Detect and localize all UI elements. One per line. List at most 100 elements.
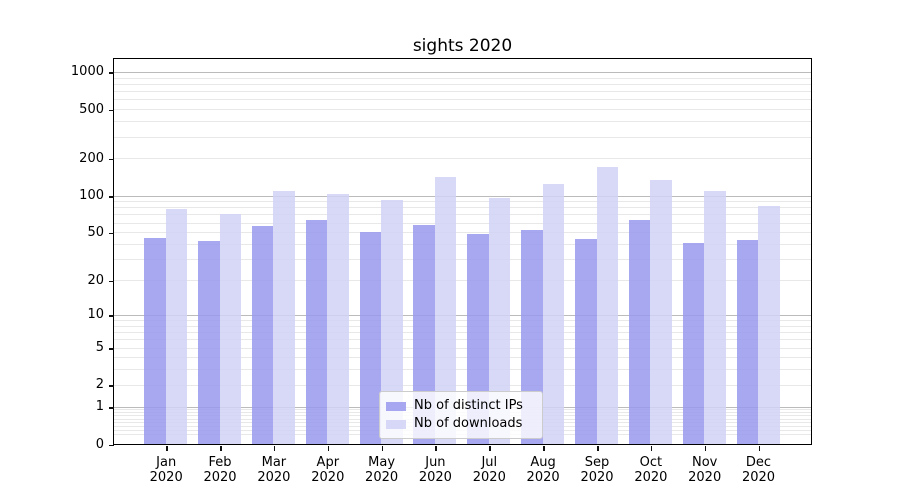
bar-nb-of-distinct-ips-may bbox=[359, 232, 382, 444]
x-tick-mark bbox=[166, 445, 168, 451]
x-tick-mark bbox=[650, 445, 653, 451]
gridline-minor bbox=[114, 384, 811, 386]
gridline-minor bbox=[114, 83, 811, 85]
bar-nb-of-downloads-aug bbox=[542, 184, 565, 444]
plot-area bbox=[113, 58, 812, 445]
x-tick-label-jan: Jan 2020 bbox=[149, 454, 183, 485]
y-tick-label: 0 bbox=[95, 436, 104, 452]
y-tick-label: 20 bbox=[87, 272, 104, 288]
gridline-minor bbox=[114, 91, 811, 93]
bar-nb-of-downloads-feb bbox=[219, 214, 242, 444]
gridline-minor bbox=[114, 136, 811, 138]
bar-nb-of-downloads-may bbox=[381, 199, 403, 444]
x-tick-label-oct: Oct 2020 bbox=[634, 454, 668, 485]
bar-nb-of-distinct-ips-apr bbox=[305, 220, 328, 444]
x-tick-label-apr: Apr 2020 bbox=[311, 454, 345, 485]
y-tick-mark bbox=[108, 348, 114, 350]
bar-nb-of-downloads-jan bbox=[165, 209, 188, 444]
bar-nb-of-distinct-ips-feb bbox=[198, 241, 220, 444]
x-tick-label-dec: Dec 2020 bbox=[741, 454, 776, 485]
bar-nb-of-downloads-nov bbox=[704, 190, 726, 444]
gridline-major bbox=[114, 195, 811, 197]
y-tick-label: 2 bbox=[95, 377, 104, 393]
y-tick-mark bbox=[108, 72, 114, 74]
x-tick-mark bbox=[704, 445, 707, 451]
y-tick-label: 1 bbox=[95, 399, 104, 415]
gridline-minor bbox=[114, 77, 811, 79]
gridline-major bbox=[114, 314, 811, 316]
legend-swatch-downloads bbox=[386, 419, 406, 429]
bar-nb-of-distinct-ips-oct bbox=[628, 220, 651, 444]
x-tick-mark bbox=[273, 445, 276, 451]
gridline-minor bbox=[114, 207, 811, 209]
bar-nb-of-downloads-sep bbox=[596, 166, 618, 444]
gridline-minor bbox=[114, 320, 811, 321]
y-tick-mark bbox=[108, 407, 114, 409]
legend-label-downloads: Nb of downloads bbox=[414, 416, 523, 431]
y-tick-mark bbox=[108, 232, 114, 235]
gridline-minor bbox=[114, 325, 811, 327]
legend-item-distinct-ips: Nb of distinct IPs bbox=[386, 397, 535, 415]
bar-nb-of-distinct-ips-jun bbox=[413, 225, 435, 444]
gridline-minor bbox=[114, 332, 811, 333]
y-tick-mark bbox=[108, 385, 114, 387]
y-tick-mark bbox=[108, 158, 114, 161]
x-tick-label-sep: Sep 2020 bbox=[580, 454, 614, 485]
gridline-minor bbox=[114, 339, 811, 341]
x-tick-mark bbox=[327, 445, 330, 451]
bar-nb-of-downloads-apr bbox=[327, 193, 349, 444]
bar-nb-of-distinct-ips-nov bbox=[682, 242, 705, 444]
gridline-minor bbox=[114, 232, 811, 234]
gridline-minor bbox=[114, 214, 811, 216]
gridline-minor bbox=[114, 109, 811, 111]
bar-nb-of-distinct-ips-dec bbox=[736, 240, 759, 444]
x-tick-mark bbox=[489, 445, 491, 451]
gridline-minor bbox=[114, 259, 811, 261]
y-tick-label: 200 bbox=[79, 150, 104, 166]
x-tick-mark bbox=[758, 445, 760, 451]
gridline-minor bbox=[114, 158, 811, 160]
gridline-minor bbox=[114, 121, 811, 123]
bar-nb-of-downloads-mar bbox=[273, 191, 295, 444]
gridline-major bbox=[114, 71, 811, 73]
y-tick-label: 1000 bbox=[70, 64, 104, 80]
x-tick-label-jun: Jun 2020 bbox=[418, 454, 452, 485]
gridline-minor bbox=[114, 357, 811, 359]
bar-nb-of-distinct-ips-mar bbox=[251, 226, 274, 444]
gridline-minor bbox=[114, 369, 811, 371]
chart-title: sights 2020 bbox=[412, 36, 513, 56]
gridline-minor bbox=[114, 99, 811, 101]
x-tick-mark bbox=[220, 445, 222, 451]
bar-nb-of-distinct-ips-sep bbox=[575, 239, 597, 444]
legend-swatch-distinct-ips bbox=[386, 401, 406, 411]
x-tick-mark bbox=[597, 445, 599, 451]
y-tick-mark bbox=[108, 315, 114, 317]
x-tick-label-feb: Feb 2020 bbox=[203, 454, 237, 485]
y-tick-mark bbox=[108, 280, 114, 282]
x-tick-label-may: May 2020 bbox=[365, 454, 399, 485]
y-tick-label: 50 bbox=[87, 224, 104, 240]
gridline-minor bbox=[114, 244, 811, 245]
legend-item-downloads: Nb of downloads bbox=[386, 415, 535, 433]
gridline-minor bbox=[114, 201, 811, 203]
gridline-minor bbox=[114, 222, 811, 224]
y-tick-mark bbox=[108, 196, 114, 198]
bar-nb-of-distinct-ips-aug bbox=[521, 230, 543, 444]
x-tick-label-mar: Mar 2020 bbox=[257, 454, 291, 485]
bar-nb-of-downloads-jun bbox=[434, 177, 457, 444]
y-tick-label: 500 bbox=[79, 101, 104, 117]
bar-nb-of-downloads-jul bbox=[488, 198, 511, 444]
x-tick-mark bbox=[543, 445, 545, 451]
bar-nb-of-downloads-oct bbox=[650, 180, 672, 444]
bar-nb-of-distinct-ips-jan bbox=[144, 237, 166, 444]
gridline-minor bbox=[114, 280, 811, 281]
x-tick-label-jul: Jul 2020 bbox=[472, 454, 506, 485]
x-tick-label-aug: Aug 2020 bbox=[526, 454, 560, 485]
x-tick-label-nov: Nov 2020 bbox=[688, 454, 722, 485]
y-tick-mark bbox=[108, 444, 114, 446]
legend-label-distinct-ips: Nb of distinct IPs bbox=[414, 398, 523, 413]
y-tick-mark bbox=[108, 109, 114, 112]
gridline-minor bbox=[114, 347, 811, 349]
y-tick-label: 5 bbox=[95, 340, 104, 355]
